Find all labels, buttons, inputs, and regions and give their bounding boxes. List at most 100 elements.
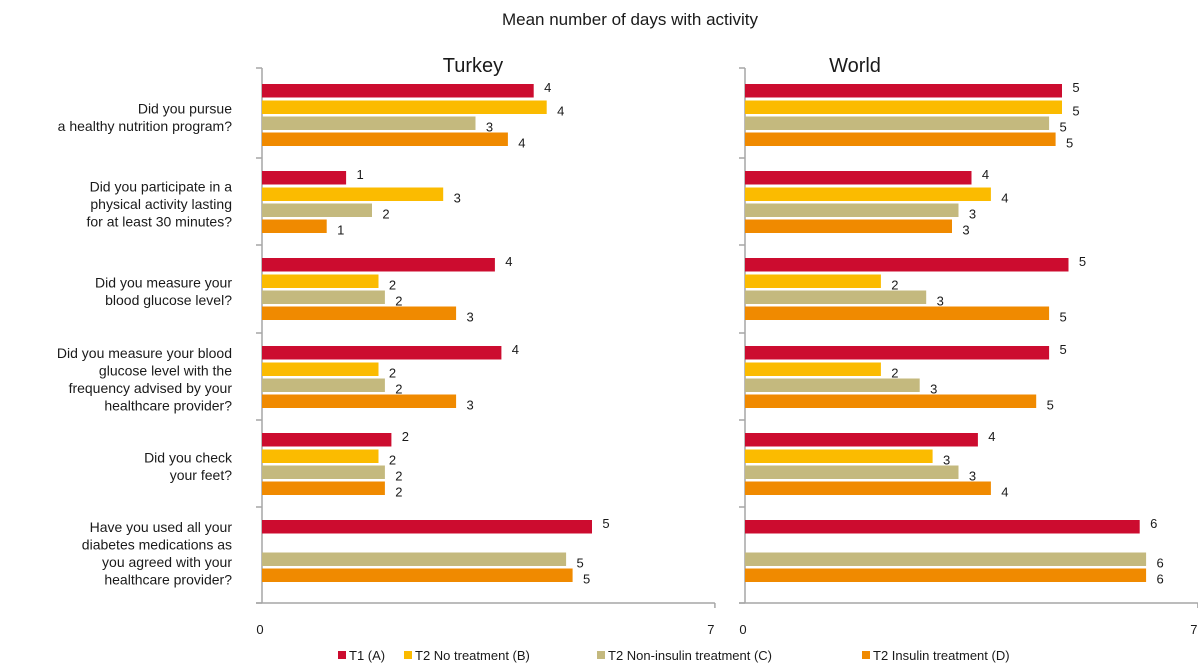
bar xyxy=(745,306,1050,320)
bar xyxy=(262,203,372,217)
bar-value-label: 2 xyxy=(395,381,402,396)
bar xyxy=(262,449,379,463)
bar xyxy=(745,258,1069,272)
x-tick-label: 0 xyxy=(256,622,263,637)
bar-value-label: 3 xyxy=(943,452,950,467)
x-tick-label: 7 xyxy=(707,622,714,637)
bar xyxy=(262,306,457,320)
bar xyxy=(262,84,534,98)
bar-value-label: 5 xyxy=(1072,80,1079,95)
bar-value-label: 3 xyxy=(962,222,969,237)
bar-value-label: 4 xyxy=(557,103,564,118)
bar xyxy=(262,362,379,376)
bar-value-label: 5 xyxy=(576,555,583,570)
question-label: Did you check your feet? xyxy=(144,449,233,483)
bar xyxy=(262,100,547,114)
bar-value-label: 5 xyxy=(583,571,590,586)
bar xyxy=(745,346,1050,360)
bar-value-label: 3 xyxy=(969,468,976,483)
question-label-line: diabetes medications as xyxy=(82,536,232,552)
bar-value-label: 3 xyxy=(454,190,461,205)
bar-value-label: 4 xyxy=(1001,484,1008,499)
bar xyxy=(262,132,508,146)
chart-title: Mean number of days with activity xyxy=(502,10,759,29)
legend-swatch xyxy=(862,651,870,659)
x-tick-label: 7 xyxy=(1190,622,1197,637)
bar xyxy=(262,378,385,392)
bar xyxy=(745,552,1147,566)
legend-label: T2 No treatment (B) xyxy=(415,648,530,663)
bar-value-label: 4 xyxy=(505,254,512,269)
bar-value-label: 6 xyxy=(1150,516,1157,531)
bar xyxy=(745,520,1140,534)
bar xyxy=(262,274,379,288)
bar xyxy=(262,552,567,566)
bar-value-label: 5 xyxy=(1072,103,1079,118)
bar xyxy=(262,568,573,582)
bar xyxy=(745,568,1147,582)
question-label-line: you agreed with your xyxy=(102,554,232,570)
bar-value-label: 5 xyxy=(602,516,609,531)
question-label-line: Did you check xyxy=(144,449,233,465)
bar-value-label: 2 xyxy=(389,452,396,467)
question-label: Did you participate in a physical activit… xyxy=(86,179,232,230)
question-label-line: frequency advised by your xyxy=(69,380,233,396)
bar-value-label: 2 xyxy=(395,484,402,499)
bar xyxy=(745,203,959,217)
bar-value-label: 4 xyxy=(518,135,525,150)
bar xyxy=(745,449,933,463)
bar xyxy=(262,481,385,495)
bar-value-label: 2 xyxy=(389,277,396,292)
legend-swatch xyxy=(338,651,346,659)
question-label-line: Did you pursue xyxy=(138,100,232,116)
bar xyxy=(262,258,495,272)
bar-value-label: 4 xyxy=(982,167,989,182)
bar xyxy=(745,84,1062,98)
question-label-line: healthcare provider? xyxy=(104,571,232,587)
bar-value-label: 4 xyxy=(988,429,995,444)
question-labels: Did you pursue a healthy nutrition progra… xyxy=(57,100,233,587)
bar xyxy=(262,219,327,233)
question-label: Have you used all your diabetes medicatio… xyxy=(82,519,233,588)
legend-label: T1 (A) xyxy=(349,648,385,663)
question-label: Did you measure your blood glucose level … xyxy=(57,345,232,414)
bar xyxy=(262,465,385,479)
bar-value-label: 2 xyxy=(382,206,389,221)
bar-value-label: 3 xyxy=(930,381,937,396)
bar-value-label: 6 xyxy=(1156,571,1163,586)
panel-title-turkey: Turkey xyxy=(443,55,503,77)
legend-label: T2 Non-insulin treatment (C) xyxy=(608,648,772,663)
bar xyxy=(745,394,1037,408)
question-label-line: physical activity lasting xyxy=(90,196,232,212)
question-label-line: healthcare provider? xyxy=(104,397,232,413)
bar-value-label: 4 xyxy=(1001,190,1008,205)
question-label: Did you pursue a healthy nutrition progra… xyxy=(58,100,233,134)
bar-value-label: 5 xyxy=(1066,135,1073,150)
bar xyxy=(745,481,991,495)
question-label-line: Did you measure your xyxy=(95,274,232,290)
bar-value-label: 4 xyxy=(512,342,519,357)
bar xyxy=(262,171,347,185)
bar-value-label: 3 xyxy=(466,309,473,324)
bar xyxy=(745,116,1050,130)
bar-value-label: 3 xyxy=(937,293,944,308)
bar-value-label: 2 xyxy=(389,365,396,380)
bar xyxy=(745,100,1062,114)
bar xyxy=(262,187,444,201)
bar xyxy=(262,346,502,360)
bar xyxy=(745,187,991,201)
bar xyxy=(262,290,385,304)
bar-value-label: 3 xyxy=(466,397,473,412)
question-label-line: Did you measure your blood xyxy=(57,345,232,361)
bar-value-label: 5 xyxy=(1059,119,1066,134)
bar xyxy=(745,171,972,185)
bar-value-label: 5 xyxy=(1059,309,1066,324)
bar xyxy=(745,274,881,288)
question-label-line: Did you participate in a xyxy=(90,179,233,195)
question-label: Did you measure your blood glucose level? xyxy=(95,274,232,308)
question-label-line: Have you used all your xyxy=(90,519,233,535)
bar xyxy=(745,362,881,376)
bar xyxy=(745,433,978,447)
